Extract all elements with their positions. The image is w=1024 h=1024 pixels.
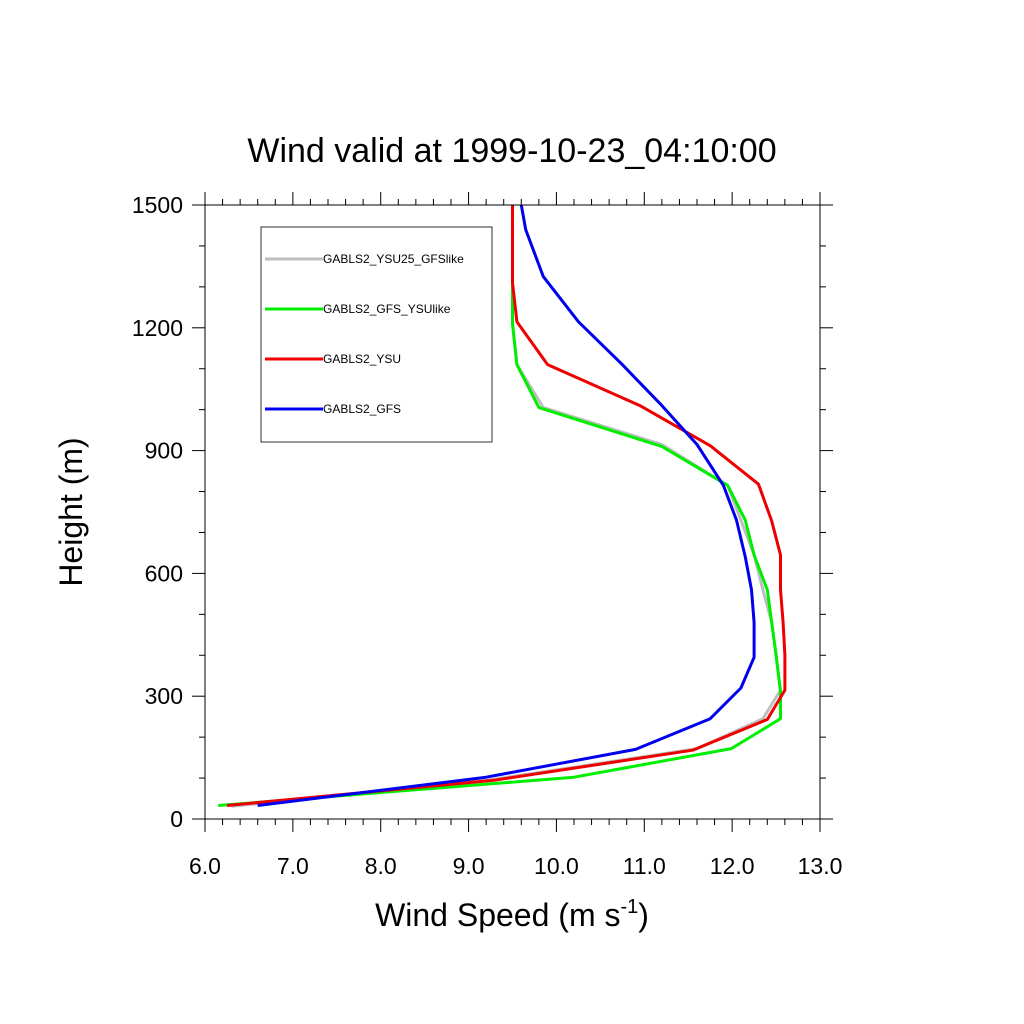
- series-line-4: [257, 204, 756, 807]
- y-tick-label: 0: [170, 806, 183, 832]
- series-line-3: [226, 205, 787, 807]
- legend: GABLS2_YSU25_GFSlike GABLS2_GFS_YSUlike GA…: [260, 226, 493, 443]
- x-tick-label: 11.0: [623, 853, 666, 879]
- plot-frame: [204, 204, 821, 820]
- ticks-layer: 6.0 7.0 8.0 9.0 10.0 11.0 12.0 13.0 0 300 600 900 12…: [132, 192, 843, 879]
- legend-entry-label: GABLS2_YSU: [323, 352, 401, 366]
- x-tick-label: 12.0: [710, 853, 755, 879]
- y-tick-label: 600: [145, 560, 183, 586]
- legend-entry-label: GABLS2_YSU25_GFSlike: [323, 252, 464, 266]
- y-tick-label: 300: [145, 683, 183, 709]
- x-tick-label: 8.0: [365, 853, 397, 879]
- y-tick-label: 900: [145, 438, 183, 464]
- x-axis-label: Wind Speed (m s-1): [375, 896, 649, 933]
- x-axis-label-suffix: ): [638, 897, 649, 933]
- series-layer: [218, 204, 787, 808]
- y-tick-label: 1200: [132, 315, 183, 341]
- x-axis-label-main: Wind Speed (m s: [375, 897, 620, 933]
- x-tick-label: 10.0: [534, 853, 579, 879]
- series-line-2: [218, 205, 782, 807]
- y-axis-label: Height (m): [53, 437, 89, 586]
- legend-entry-label: GABLS2_GFS: [323, 402, 401, 416]
- x-tick-label: 9.0: [453, 853, 485, 879]
- x-tick-label: 7.0: [277, 853, 309, 879]
- y-tick-label: 1500: [132, 192, 183, 218]
- x-tick-label: 13.0: [798, 853, 843, 879]
- chart-title: Wind valid at 1999-10-23_04:10:00: [247, 132, 776, 170]
- legend-entry-label: GABLS2_GFS_YSUlike: [323, 302, 451, 316]
- legend-box: [260, 226, 493, 443]
- x-tick-label: 6.0: [189, 853, 221, 879]
- x-axis-label-superscript: -1: [620, 896, 638, 918]
